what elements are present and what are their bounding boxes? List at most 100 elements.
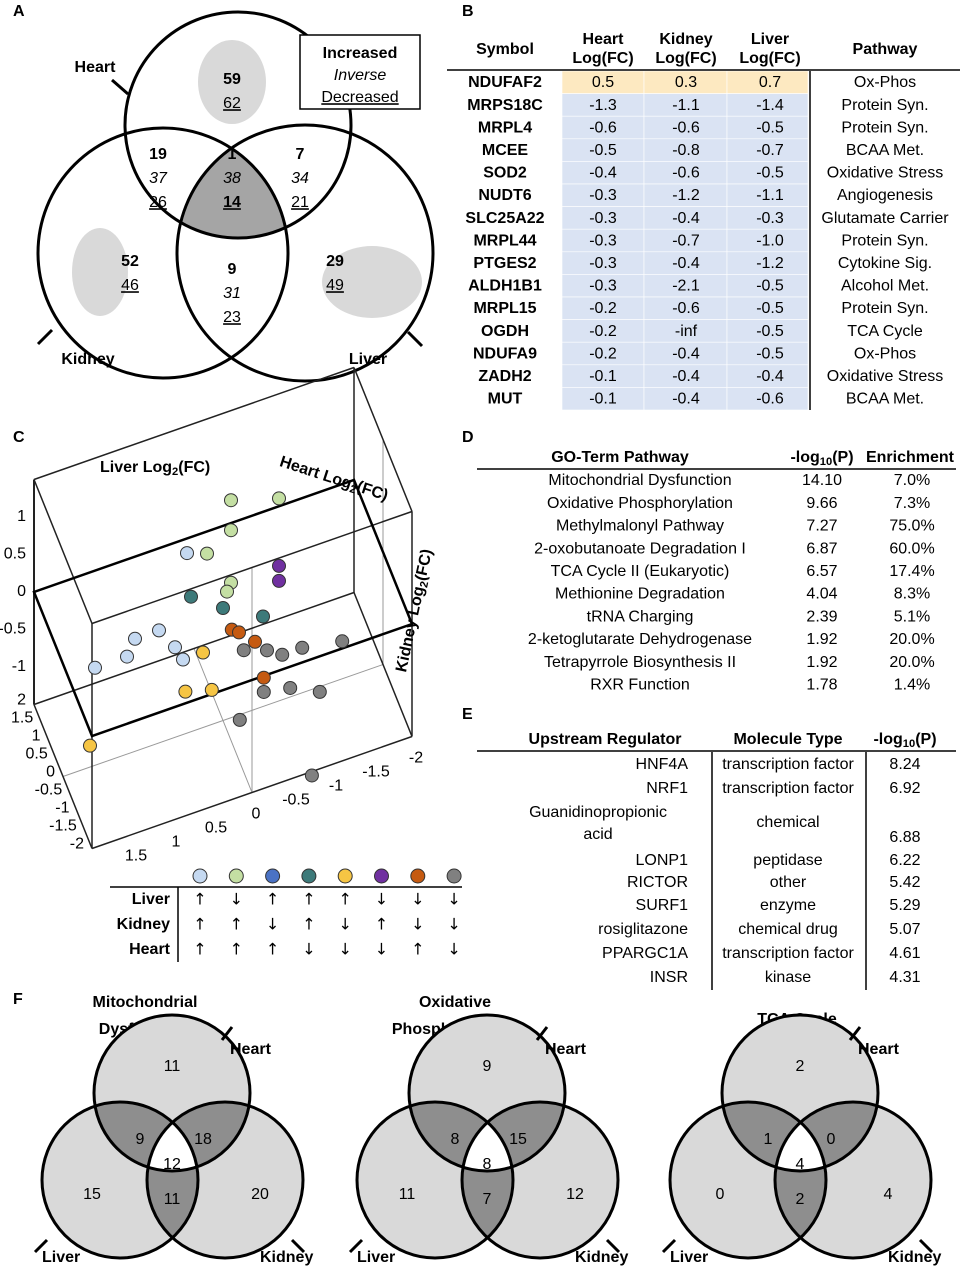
cell-text: transcription factor xyxy=(722,756,854,773)
cell-text: 17.4% xyxy=(889,563,934,580)
col-header-part: 10 xyxy=(820,456,832,468)
cell-text: chemical drug xyxy=(738,921,838,938)
point xyxy=(184,589,198,604)
cell-text: -1.4 xyxy=(756,97,784,114)
key-text: Inverse xyxy=(334,67,387,84)
legend-arrow: ↑ xyxy=(266,940,279,959)
cell-text: -0.4 xyxy=(672,255,700,272)
venn-count: 11 xyxy=(164,1191,181,1208)
cell-text: -0.4 xyxy=(672,210,700,227)
col-header: GO-Term Pathway xyxy=(551,449,689,466)
venn-count: 2 xyxy=(796,1058,805,1075)
cell-text: RICTOR xyxy=(627,874,688,891)
col-header-part: -log xyxy=(790,449,819,466)
cell-text: NRF1 xyxy=(646,780,688,797)
symbol: MRPS18C xyxy=(467,97,543,114)
legend-arrow: ↓ xyxy=(302,940,315,959)
box-edge xyxy=(91,510,413,625)
box-edge xyxy=(33,479,93,624)
axis-title: Heart Log2(FC) xyxy=(277,454,390,507)
cell-text: Protein Syn. xyxy=(841,119,928,136)
key-box xyxy=(299,34,421,110)
legend-swatch xyxy=(228,868,244,884)
venn-label: Kidney xyxy=(260,1249,313,1266)
legend-arrow: ↑ xyxy=(193,940,206,959)
cell-text: -0.2 xyxy=(589,300,617,317)
cell-text: TCA Cycle II (Eukaryotic) xyxy=(551,563,730,580)
label-tick xyxy=(290,1238,306,1254)
label-tick xyxy=(348,1238,364,1254)
label-tick xyxy=(848,1026,862,1041)
axis-title-part: Liver Log xyxy=(100,459,172,476)
cell-text: RXR Function xyxy=(590,677,690,694)
point xyxy=(220,584,234,599)
venn-count: 2 xyxy=(796,1191,805,1208)
cell-text: 20.0% xyxy=(889,654,934,671)
zero-plane xyxy=(32,478,414,738)
cell-text: -1.2 xyxy=(672,187,700,204)
cell-text: transcription factor xyxy=(722,780,854,797)
cell-text: 1.78 xyxy=(806,677,837,694)
legend-swatch xyxy=(301,868,317,884)
legend-arrow: ↑ xyxy=(230,915,243,934)
cell-text: Alcohol Met. xyxy=(841,278,929,295)
cell-text: Glutamate Carrier xyxy=(821,210,949,227)
y-tick-label: -1 xyxy=(329,778,343,795)
cell-text: SURF1 xyxy=(636,897,689,914)
col-header: Enrichment xyxy=(866,449,955,466)
cell-text: -0.3 xyxy=(589,255,617,272)
venn-count: 37 xyxy=(149,170,168,187)
point xyxy=(224,493,238,508)
col-header: -log10(P) xyxy=(790,449,853,468)
panel-letter: C xyxy=(13,429,25,446)
col-header: Symbol xyxy=(476,41,534,58)
point xyxy=(283,680,298,695)
legend-arrow: ↑ xyxy=(302,890,315,909)
cell-text: 2-ketoglutarate Dehydrogenase xyxy=(528,631,752,648)
legend-row-label: Kidney xyxy=(117,916,170,933)
cell-text: -0.1 xyxy=(589,391,617,408)
legend-swatch xyxy=(265,868,281,884)
col-header-part: -log xyxy=(873,731,902,748)
cell-text: PPARGC1A xyxy=(602,945,688,962)
cell-text: -0.5 xyxy=(756,278,784,295)
venn-circle xyxy=(40,1100,200,1260)
cell-text: -0.5 xyxy=(756,323,784,340)
cell-text: 6.87 xyxy=(806,540,837,557)
legend-swatch xyxy=(192,868,208,884)
cell-text: -1.3 xyxy=(589,97,617,114)
panel-letter: D xyxy=(462,429,474,446)
venn-count: 46 xyxy=(121,277,139,294)
clip-group xyxy=(462,1102,513,1171)
cell-text: -0.5 xyxy=(756,300,784,317)
clip-group xyxy=(462,1102,513,1171)
venn-label: Kidney xyxy=(61,351,114,368)
cell-text: -0.4 xyxy=(756,368,784,385)
venn-count: 20 xyxy=(251,1186,269,1203)
z-tick-label: -1 xyxy=(12,658,26,675)
label-tick xyxy=(535,1026,549,1041)
legend-arrow: ↑ xyxy=(193,915,206,934)
venn-label: Heart xyxy=(858,1041,900,1058)
axis-title-part: 2 xyxy=(418,580,431,589)
venn-circle xyxy=(720,1013,880,1173)
cell-text: -0.5 xyxy=(756,165,784,182)
x-tick-label: 2 xyxy=(17,692,26,709)
cell-text: -0.5 xyxy=(756,345,784,362)
legend-swatch xyxy=(446,868,462,884)
axis-title-part: Heart Log xyxy=(277,454,353,493)
legend-arrow: ↓ xyxy=(447,890,460,909)
venn-title: Oxidative xyxy=(419,994,491,1011)
cell-text: 1.4% xyxy=(894,677,930,694)
axis-title-part: (FC) xyxy=(413,548,436,583)
cell-text: Tetrapyrrole Biosynthesis II xyxy=(544,654,736,671)
cell-text: 9.66 xyxy=(806,495,837,512)
x-tick-label: -0.5 xyxy=(35,782,63,799)
symbol: NDUFA9 xyxy=(473,345,537,362)
kidney-icon xyxy=(72,228,128,316)
venn-count: 34 xyxy=(291,170,309,187)
venn-label: Liver xyxy=(349,351,387,368)
triple-overlap xyxy=(147,1102,198,1171)
cell-text: 2-oxobutanoate Degradation I xyxy=(534,540,746,557)
